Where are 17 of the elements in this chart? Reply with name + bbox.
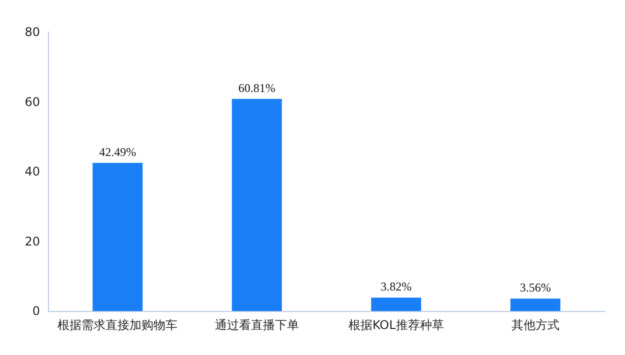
bar	[92, 162, 143, 311]
y-tick-label: 60	[24, 94, 40, 109]
y-tick-label: 40	[24, 164, 40, 178]
data-label: 3.56%	[520, 280, 551, 295]
bar	[510, 298, 560, 311]
bar	[371, 298, 422, 311]
x-tick-label: 根据KOL推荐种草	[348, 318, 444, 332]
bar	[232, 98, 282, 311]
y-tick-label: 20	[24, 234, 40, 248]
y-tick-label: 80	[24, 25, 40, 39]
data-label: 3.82%	[380, 280, 412, 294]
data-label: 42.49%	[99, 144, 136, 159]
x-tick-label: 通过看直播下单	[214, 318, 299, 332]
y-tick-label: 0	[32, 304, 40, 318]
x-tick-label: 根据需求直接加购物车	[58, 318, 178, 332]
data-label: 60.81%	[238, 80, 276, 95]
x-tick-label: 其他方式	[511, 318, 560, 332]
